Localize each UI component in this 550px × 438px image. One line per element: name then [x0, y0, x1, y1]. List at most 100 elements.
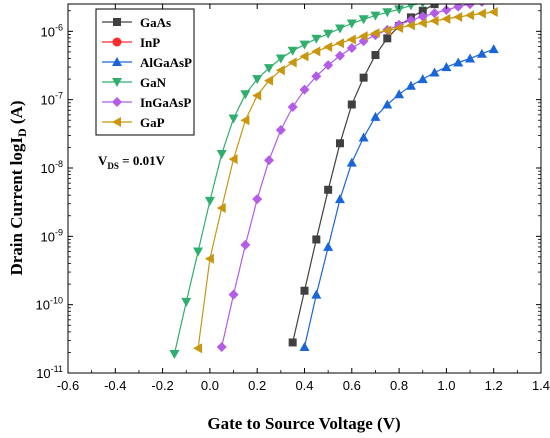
data-point-algaasp — [311, 289, 322, 299]
data-point-gan — [420, 4, 425, 8]
data-point-gap — [216, 202, 226, 213]
data-point-gap — [240, 115, 250, 126]
data-point-gan — [382, 8, 393, 18]
data-point-gap — [204, 253, 214, 264]
data-point-ingaasp — [216, 342, 227, 353]
y-tick-label: 10-11 — [36, 364, 63, 381]
data-point-gan — [370, 11, 381, 21]
legend-label: AlGaAsP — [140, 55, 192, 70]
data-point-gan — [346, 19, 357, 29]
data-point-gan — [323, 29, 334, 39]
data-point-gan — [441, 0, 451, 4]
data-point-algaasp — [441, 62, 452, 72]
y-tick-label: 10-8 — [41, 159, 63, 176]
legend-entry-inp: InP — [102, 35, 160, 50]
data-point-gan — [216, 150, 227, 160]
data-point-ingaasp — [311, 71, 322, 82]
data-point-ingaasp — [429, 8, 440, 19]
y-tick-label: 10-6 — [41, 22, 63, 39]
data-point-ingaasp — [441, 5, 452, 16]
data-point-algaasp — [429, 67, 440, 77]
data-point-gaas — [312, 235, 321, 244]
legend-label: InGaAsP — [140, 95, 191, 110]
data-point-algaasp — [358, 132, 369, 142]
x-tick-label: -0.2 — [151, 378, 173, 393]
x-tick-label: 0.0 — [201, 378, 219, 393]
data-point-gaas — [383, 34, 392, 43]
data-point-ingaasp — [252, 194, 263, 205]
x-tick-label: -0.6 — [57, 378, 79, 393]
y-axis-title-sub: D — [15, 128, 29, 137]
data-point-gap — [264, 75, 274, 86]
legend-entry-gan: GaN — [102, 75, 167, 90]
data-point-gap — [252, 90, 262, 101]
y-tick-label: 10-10 — [36, 296, 63, 313]
annotation-sub: DS — [107, 161, 119, 171]
data-point-algaasp — [346, 157, 357, 167]
data-point-algaasp — [488, 44, 499, 54]
data-point-gan — [334, 24, 345, 34]
data-point-gan — [299, 40, 310, 50]
legend-marker-inp — [112, 37, 122, 47]
x-tick-label: 0.6 — [343, 378, 361, 393]
data-point-gan — [240, 90, 251, 100]
data-point-gaas — [335, 139, 344, 148]
x-tick-label: -0.4 — [104, 378, 126, 393]
x-tick-label: 1.0 — [437, 378, 455, 393]
y-tick-label: 10-7 — [41, 91, 63, 108]
y-tick-base: 10 — [41, 24, 55, 39]
vds-annotation: VDS = 0.01V — [98, 153, 166, 171]
data-point-gap — [346, 34, 356, 45]
data-point-ingaasp — [240, 239, 251, 250]
data-point-gaas — [300, 286, 309, 295]
data-point-gan — [311, 34, 322, 44]
x-tick-label: 0.2 — [248, 378, 266, 393]
y-tick-base: 10 — [41, 229, 55, 244]
data-point-ingaasp — [346, 43, 357, 54]
data-point-gaas — [359, 73, 368, 82]
legend-label: GaN — [140, 75, 167, 90]
y-tick-exp: -10 — [50, 296, 63, 306]
series-ingaasp — [216, 4, 495, 353]
legend-entry-gap: GaP — [102, 115, 165, 130]
legend-marker-gaas — [113, 18, 121, 26]
legend-marker-ingaasp — [112, 97, 122, 107]
data-point-algaasp — [323, 241, 334, 251]
y-tick-exp: -6 — [55, 22, 63, 32]
data-point-algaasp — [405, 80, 416, 90]
axes-layer: -0.6 -0.4 -0.2 0.0 0.2 0.4 0.6 0.8 1.0 1.2 1.410-1… — [36, 4, 550, 393]
x-tick-label: 0.4 — [295, 378, 313, 393]
y-tick-base: 10 — [36, 366, 50, 381]
y-tick-base: 10 — [41, 161, 55, 176]
data-point-gap — [441, 13, 451, 24]
data-point-ingaasp — [479, 4, 485, 7]
y-tick-base: 10 — [41, 93, 55, 108]
data-point-gap — [476, 8, 486, 19]
data-point-gap — [311, 46, 321, 57]
x-tick-label: 0.8 — [390, 378, 408, 393]
data-point-algaasp — [453, 57, 464, 67]
y-axis-title-unit: (A) — [7, 100, 26, 128]
y-axis-title-main: Drain Current logI — [7, 137, 26, 276]
data-point-algaasp — [465, 53, 476, 63]
data-point-gan — [394, 5, 405, 15]
data-point-algaasp — [417, 74, 428, 84]
y-tick-exp: -8 — [55, 159, 63, 169]
legend-label: InP — [140, 35, 160, 50]
series-gap — [193, 6, 498, 354]
data-point-gap — [488, 6, 498, 17]
legend-label: GaP — [140, 115, 165, 130]
data-point-algaasp — [334, 194, 345, 204]
data-point-ingaasp — [264, 155, 275, 166]
data-point-algaasp — [382, 99, 393, 109]
y-axis-title: Drain Current logID (A) — [7, 100, 29, 275]
y-tick-base: 10 — [36, 298, 50, 313]
legend-entry-gaas: GaAs — [102, 15, 171, 30]
data-point-gap — [287, 57, 297, 68]
data-point-algaasp — [370, 111, 381, 121]
data-point-algaasp — [299, 342, 310, 352]
data-point-gaas — [347, 100, 356, 109]
data-point-ingaasp — [334, 50, 345, 61]
y-tick-exp: -11 — [51, 364, 63, 374]
